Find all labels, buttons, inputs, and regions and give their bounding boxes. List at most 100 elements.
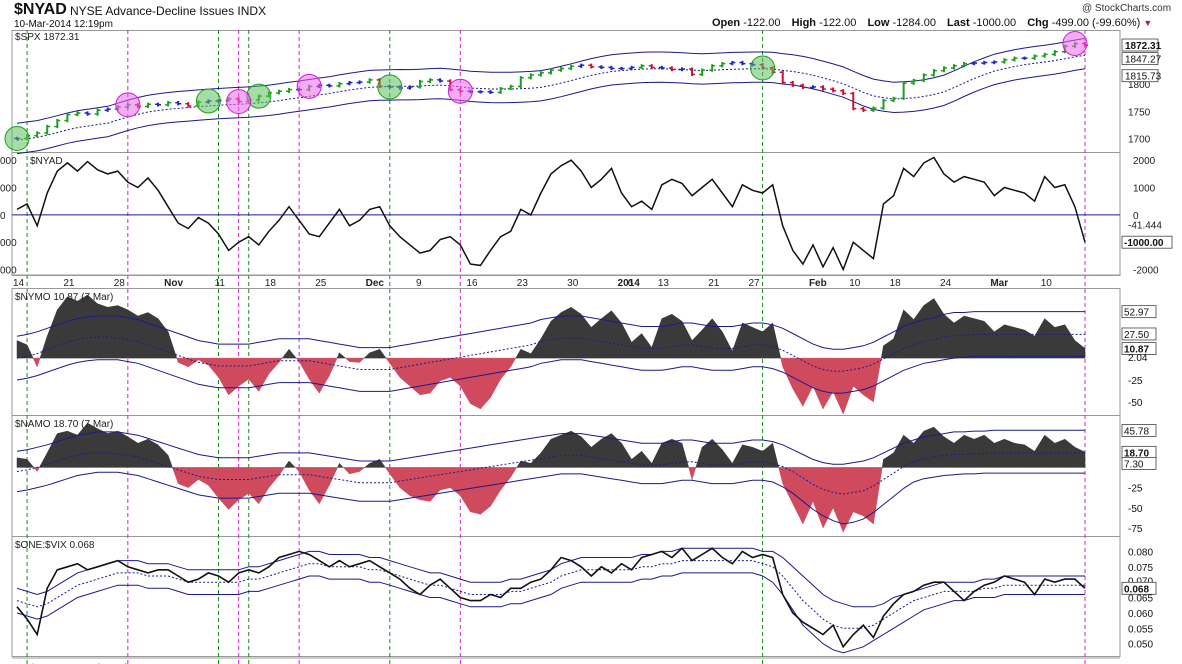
- oscillator-area-segment: [671, 313, 683, 359]
- oscillator-area-segment: [510, 467, 518, 478]
- spx-value-box: [1121, 69, 1159, 83]
- oscillator-area-segment: [661, 313, 673, 359]
- oscillator-area-segment: [188, 467, 199, 489]
- oscillator-area-segment: [460, 357, 471, 405]
- date-tick-label: 13: [658, 278, 670, 289]
- oscillator-area-segment: [399, 357, 411, 387]
- oscillator-area-segment: [515, 348, 522, 359]
- oscillator-area-segment: [363, 462, 370, 468]
- oscillator-area-segment: [772, 443, 780, 468]
- oscillator-area-segment: [963, 315, 975, 359]
- date-tick-label: 24: [940, 278, 952, 289]
- oscillator-tick-label: 45.78: [1124, 427, 1149, 438]
- oscillator-area-segment: [439, 357, 451, 382]
- vix-ratio-line: [16, 547, 1086, 649]
- date-tick-label: 11: [215, 278, 226, 289]
- vix-upper-band: [16, 547, 1085, 608]
- oscillator-area-segment: [77, 294, 88, 359]
- oscillator-area-segment: [1034, 434, 1045, 468]
- oscillator-area-segment: [943, 436, 955, 468]
- oscillator-area-segment: [762, 442, 773, 468]
- oscillator-area-segment: [278, 467, 286, 477]
- oscillator-area-segment: [695, 447, 703, 468]
- oscillator-area-segment: [812, 357, 824, 409]
- nyad-line: [16, 156, 1086, 272]
- spx-tick-label: 1750: [1128, 107, 1151, 118]
- chart-canvas: $SPX 1872.311700175018001815.731847.2718…: [0, 30, 1173, 664]
- oscillator-area-segment: [294, 467, 300, 473]
- oscillator-area-segment: [752, 446, 763, 468]
- vix-panel: $ONE:$VIX 0.0680.0800.0750.0700.0680.065…: [15, 540, 1157, 654]
- oscillator-area-segment: [363, 352, 370, 359]
- oscillator-area-segment: [681, 321, 693, 359]
- oscillator-area-segment: [349, 467, 360, 475]
- oscillator-area-segment: [540, 438, 552, 468]
- oscillator-area-segment: [87, 294, 98, 359]
- date-tick-label: Feb: [809, 278, 827, 289]
- oscillator-area-segment: [1044, 318, 1056, 359]
- oscillator-area-segment: [36, 357, 41, 367]
- oscillator-area-segment: [319, 357, 330, 395]
- oscillator-area-segment: [913, 430, 925, 468]
- green-signal-circle: [4, 125, 30, 151]
- oscillator-value-box: [1121, 305, 1157, 319]
- oscillator-area-segment: [933, 297, 945, 359]
- oscillator-area-segment: [711, 317, 723, 359]
- oscillator-tick-label: 27.50: [1124, 330, 1149, 341]
- vix-tick-label: 0.080: [1128, 547, 1153, 558]
- nyad-last-label: -1000.00: [1124, 238, 1164, 249]
- oscillator-area-segment: [177, 357, 189, 368]
- oscillator-area-segment: [681, 443, 690, 468]
- oscillator-area-segment: [621, 442, 632, 468]
- oscillator-area-segment: [167, 331, 178, 359]
- oscillator-area-segment: [732, 444, 743, 468]
- oscillator-area-segment: [208, 467, 219, 499]
- date-tick-label: 10: [1041, 278, 1053, 289]
- oscillator-area-segment: [349, 357, 360, 363]
- oscillator-area-segment: [983, 434, 995, 468]
- oscillator-area-segment: [429, 467, 441, 502]
- oscillator-area-segment: [520, 348, 532, 359]
- chart-header: $NYAD NYSE Advance-Decline Issues INDX 1…: [0, 0, 1182, 30]
- oscillator-area-segment: [67, 296, 78, 359]
- oscillator-area-segment: [228, 357, 239, 396]
- vix-tick-label: 0.065: [1128, 594, 1153, 605]
- date-tick-label: 18: [265, 278, 277, 289]
- stockcharts-logo[interactable]: @ StockCharts.com: [1082, 3, 1172, 14]
- oscillator-area-segment: [238, 357, 249, 387]
- spx-value-label: 1815.73: [1125, 72, 1162, 83]
- open-label: Open: [712, 17, 741, 29]
- nyad-left-tick: 000: [0, 238, 17, 249]
- green-signal-circle: [750, 55, 776, 81]
- spx-upper-band: [16, 37, 1086, 124]
- oscillator-area-segment: [389, 467, 401, 489]
- oscillator-area-segment: [691, 329, 703, 359]
- spx-value-box: [1121, 38, 1159, 52]
- oscillator-area-segment: [57, 296, 68, 359]
- oscillator-area-segment: [591, 438, 602, 468]
- oscillator-area-segment: [218, 467, 229, 511]
- oscillator-tick-label: 7.30: [1124, 459, 1144, 470]
- oscillator-area-segment: [490, 467, 501, 508]
- spx-tick-label: 1800: [1128, 80, 1151, 91]
- nyad-left-tick: 000: [0, 156, 17, 167]
- nyad-tick-label: 1000: [1133, 184, 1156, 195]
- oscillator-area-segment: [16, 457, 28, 468]
- low-value: -1284.00: [892, 17, 936, 29]
- oscillator-area-segment: [284, 460, 290, 468]
- spx-value-label: 1872.31: [1125, 41, 1162, 52]
- oscillator-tick-label: -75: [1128, 524, 1143, 535]
- oscillator-area-segment: [319, 467, 330, 504]
- oscillator-area-segment: [883, 452, 894, 468]
- oscillator-area-segment: [429, 357, 441, 394]
- oscillator-area-segment: [36, 467, 40, 472]
- oscillator-area-segment: [570, 306, 582, 359]
- oscillator-area-segment: [281, 348, 290, 359]
- oscillator-area-segment: [268, 467, 280, 489]
- oscillator-area-segment: [490, 357, 501, 398]
- oscillator-tick-label: 52.97: [1124, 308, 1149, 319]
- oscillator-area-segment: [873, 467, 883, 524]
- symbol-name: NYSE Advance-Decline Issues INDX: [70, 4, 267, 18]
- oscillator-area-segment: [344, 357, 350, 363]
- vix-value-box: [1121, 581, 1157, 595]
